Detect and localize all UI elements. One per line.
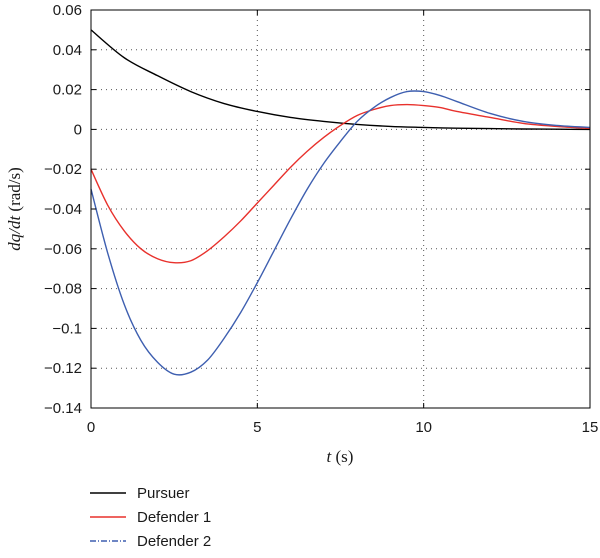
x-axis-variable: t <box>327 447 333 466</box>
legend-label-defender-1: Defender 1 <box>137 509 211 526</box>
x-tick-label: 15 <box>582 419 599 436</box>
y-tick-label: 0 <box>74 121 82 138</box>
legend-label-defender-2: Defender 2 <box>137 533 211 550</box>
y-tick-label: 0.04 <box>53 42 82 59</box>
x-axis-label: t (s) <box>327 447 354 466</box>
series-line-defender-2 <box>90 90 591 376</box>
y-tick-label: −0.14 <box>44 400 82 417</box>
plot-frame <box>90 9 591 409</box>
grid-lines <box>91 10 590 408</box>
y-tick-label: −0.06 <box>44 241 82 258</box>
y-tick-label: 0.02 <box>53 82 82 99</box>
legend: Pursuer Defender 1 Defender 2 <box>90 485 211 550</box>
series-layer <box>90 29 591 376</box>
x-axis-unit: (s) <box>331 447 353 466</box>
x-tick-label: 10 <box>415 419 432 436</box>
y-tick-label: −0.12 <box>44 360 82 377</box>
y-tick-label: −0.1 <box>52 320 82 337</box>
y-axis-label: dq/dt (rad/s) <box>5 167 24 251</box>
y-tick-label: 0.06 <box>53 2 82 19</box>
series-line-defender-1 <box>90 103 591 264</box>
x-tick-label: 0 <box>87 419 95 436</box>
y-tick-label: −0.04 <box>44 201 82 218</box>
y-tick-label: −0.08 <box>44 281 82 298</box>
y-axis-variable: dq/dt <box>5 215 24 251</box>
x-tick-label: 5 <box>253 419 261 436</box>
series-line-pursuer <box>90 29 591 131</box>
legend-label-pursuer: Pursuer <box>137 485 190 502</box>
y-tick-label: −0.02 <box>44 161 82 178</box>
y-axis-unit: (rad/s) <box>5 167 24 216</box>
tick-layer: 0.06 0.04 0.02 0 −0.02 −0.04 −0.06 −0.08 −0.1 −0.… <box>44 2 598 436</box>
